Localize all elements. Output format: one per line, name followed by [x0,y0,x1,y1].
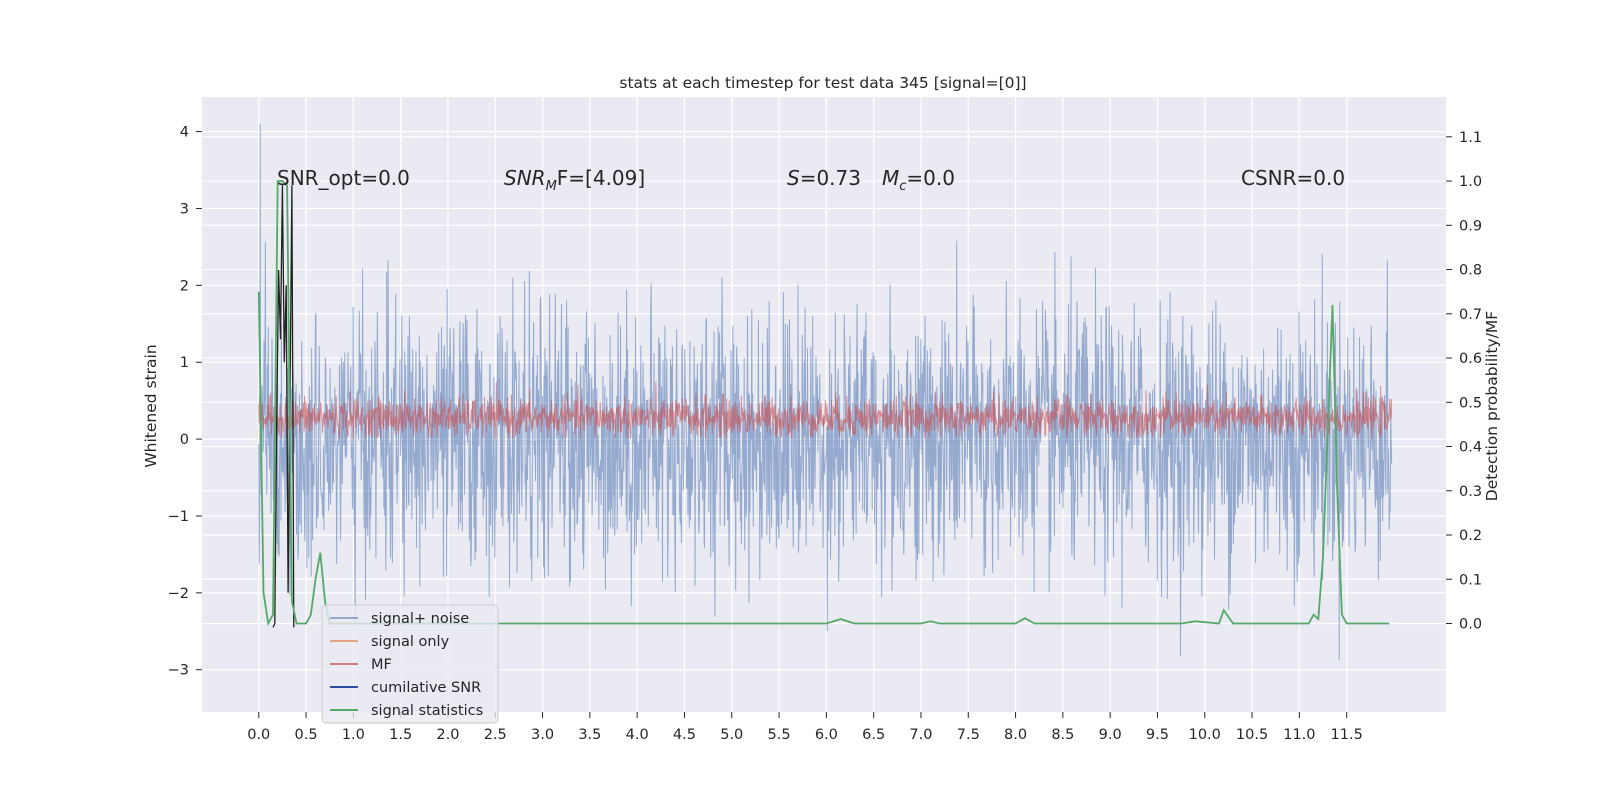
y-axis-ticks: −3 −2 −1 0 1 2 3 4 [168,125,202,679]
x-tick-label: 8.0 [1004,727,1027,743]
y-axis-right-ticks: 0.0 0.1 0.2 0.3 0.4 0.5 0.6 0.7 0.8 0.9 1.0 1.1 [1446,130,1482,633]
x-tick-label: 2.0 [436,727,459,743]
legend-label-signal-noise: signal+ noise [371,611,469,627]
y-right-tick-label: 0.7 [1459,307,1482,323]
y-right-tick-label: 0.1 [1459,572,1482,588]
mf-series [258,381,1393,439]
y-tick-label: −1 [168,509,189,525]
y-tick-label: 1 [180,355,189,371]
y-tick-label: 0 [180,432,189,448]
y-axis-label: Whitened strain [142,344,160,467]
y-axis-right-label: Detection probability/MF [1483,311,1501,502]
x-tick-label: 3.5 [578,727,601,743]
x-tick-label: 10.0 [1189,727,1221,743]
annotation-mc-main: M [882,166,899,190]
legend-label-cumulative-snr: cumilative SNR [371,680,481,696]
x-tick-label: 5.0 [720,727,743,743]
x-tick-label: 1.0 [342,727,365,743]
annotation-s-rest: =0.73 [800,166,861,190]
x-tick-label: 6.5 [862,727,885,743]
legend-label-signal-only: signal only [371,634,450,650]
y-right-tick-label: 0.3 [1459,484,1482,500]
annotation-snr-mf: SNRMF=[4.09] [504,166,645,194]
legend-entry-signal-statistics: signal statistics [330,703,483,719]
x-tick-label: 9.5 [1146,727,1169,743]
signal-noise-line [258,123,1393,661]
y-right-tick-label: 0.2 [1459,528,1482,544]
annotation-snr-mf-sub: M [546,179,557,194]
signal-statistics-series [257,180,1390,627]
x-tick-label: 0.5 [295,727,318,743]
y-tick-label: 4 [180,125,189,141]
annotation-mc-sub: c [899,179,906,194]
x-axis-ticks: 0.0 0.5 1.0 1.5 2.0 2.5 3.0 3.5 4.0 4.5 5.0 5.5 6.0 6… [247,712,1363,743]
x-tick-label: 7.5 [957,727,980,743]
annotation-csnr: CSNR=0.0 [1241,166,1345,190]
x-tick-label: 11.5 [1331,727,1363,743]
y-right-tick-label: 1.1 [1459,130,1482,146]
x-tick-label: 11.0 [1283,727,1315,743]
mf-line [258,381,1393,439]
annotation-s: S=0.73 [787,166,861,190]
y-tick-label: 3 [180,201,189,217]
x-tick-label: 4.5 [673,727,696,743]
chart-title: stats at each timestep for test data 345… [619,74,1026,92]
x-tick-label: 10.5 [1236,727,1268,743]
y-tick-label: −3 [168,663,189,679]
legend-entry-cumulative-snr: cumilative SNR [330,680,481,696]
signal-statistics-line [257,180,1390,627]
x-tick-label: 3.0 [531,727,554,743]
x-tick-label: 4.0 [626,727,649,743]
annotation-snr-opt: SNR_opt=0.0 [277,166,410,190]
x-tick-label: 6.0 [815,727,838,743]
x-tick-label: 8.5 [1051,727,1074,743]
x-tick-label: 0.0 [247,727,270,743]
legend-entry-signal-noise: signal+ noise [330,611,469,627]
annotation-s-main: S [787,166,800,190]
legend-label-signal-statistics: signal statistics [371,703,483,719]
annotation-snr-mf-rest: F=[4.09] [557,166,645,190]
annotation-mc-rest: =0.0 [906,166,955,190]
y-right-tick-label: 0.5 [1459,395,1482,411]
x-tick-label: 5.5 [768,727,791,743]
annotation-mc: Mc=0.0 [882,166,955,194]
y-tick-label: 2 [180,278,189,294]
y-right-tick-label: 0.8 [1459,263,1482,279]
y-tick-label: −2 [168,586,189,602]
legend-entry-signal-only: signal only [330,634,450,650]
y-right-tick-label: 0.9 [1459,218,1482,234]
x-tick-label: 1.5 [389,727,412,743]
black-line-series [272,185,295,628]
y-right-tick-label: 0.6 [1459,351,1482,367]
legend-box [321,604,499,724]
black-line [272,185,295,628]
x-tick-label: 7.0 [909,727,932,743]
legend-label-mf: MF [371,657,392,673]
y-right-tick-label: 0.4 [1459,440,1482,456]
y-right-tick-label: 0.0 [1459,617,1482,633]
legend-entry-mf: MF [330,657,392,673]
signal-noise-series [258,123,1393,661]
x-tick-label: 9.0 [1099,727,1122,743]
x-tick-label: 2.5 [484,727,507,743]
y-right-tick-label: 1.0 [1459,174,1482,190]
legend: signal+ noise signal only MF cumilative … [321,604,499,724]
annotation-snr-mf-main: SNR [504,166,546,190]
